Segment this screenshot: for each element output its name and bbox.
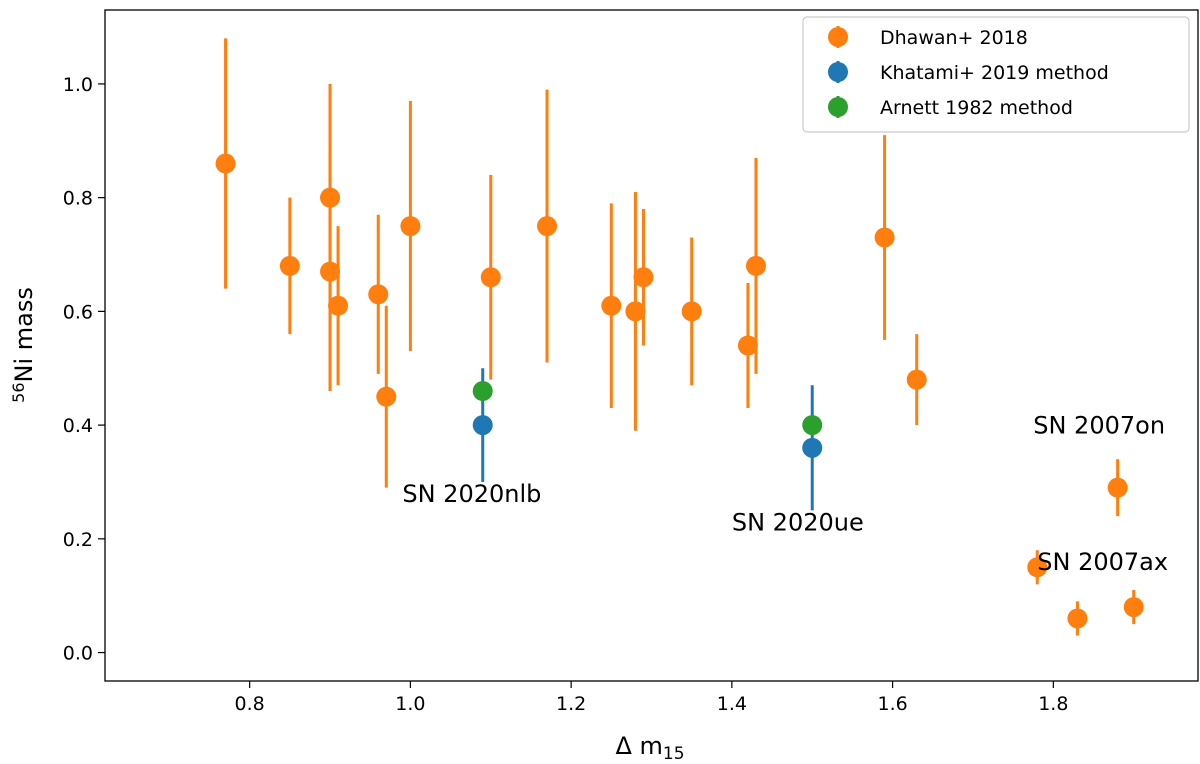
data-point — [537, 216, 558, 237]
data-point — [368, 284, 389, 305]
data-point — [376, 386, 397, 407]
data-point — [279, 255, 300, 276]
data-point — [802, 415, 823, 436]
annotation-label: SN 2020ue — [732, 508, 864, 536]
data-point — [681, 301, 702, 322]
x-tick-label: 1.0 — [395, 693, 425, 715]
data-point — [802, 437, 823, 458]
data-point — [874, 227, 895, 248]
x-tick-label: 1.2 — [556, 693, 586, 715]
data-point — [472, 415, 493, 436]
data-point — [745, 255, 766, 276]
data-point — [400, 216, 421, 237]
data-point — [320, 261, 341, 282]
data-point — [737, 335, 758, 356]
data-point — [215, 153, 236, 174]
legend-label: Khatami+ 2019 method — [880, 62, 1109, 84]
y-axis-ticks: 0.0 0.2 0.4 0.6 0.8 1.0 — [63, 74, 105, 665]
legend-frame — [802, 16, 1190, 133]
data-point — [320, 187, 341, 208]
data-point — [328, 295, 349, 316]
annotation-label: SN 2007ax — [1037, 548, 1168, 576]
annotations-layer: SN 2020nlb SN 2020ue SN 2007on SN 2007ax — [402, 412, 1168, 576]
data-point — [472, 380, 493, 401]
data-point — [1067, 608, 1088, 629]
points-layer — [215, 153, 1144, 629]
data-point — [1107, 477, 1128, 498]
y-tick-label: 1.0 — [63, 74, 93, 96]
data-point — [1027, 557, 1048, 578]
y-tick-label: 0.0 — [63, 643, 93, 665]
x-tick-label: 1.4 — [717, 693, 747, 715]
y-tick-label: 0.6 — [63, 301, 93, 323]
data-point — [906, 369, 927, 390]
data-point — [601, 295, 622, 316]
legend-label: Dhawan+ 2018 — [880, 27, 1028, 49]
x-axis-label: Δ m15 — [615, 732, 684, 764]
legend-marker — [828, 97, 848, 117]
y-axis-label: 56Ni mass — [9, 287, 38, 403]
legend-marker — [828, 27, 848, 47]
x-tick-label: 0.8 — [235, 693, 265, 715]
data-point — [480, 267, 501, 288]
y-tick-label: 0.4 — [63, 415, 93, 437]
annotation-label: SN 2020nlb — [402, 480, 541, 508]
x-tick-label: 1.6 — [877, 693, 907, 715]
legend-marker — [828, 62, 848, 82]
legend: Dhawan+ 2018 Khatami+ 2019 method Arnett 1… — [802, 16, 1190, 133]
legend-label: Arnett 1982 method — [880, 97, 1073, 119]
annotation-label: SN 2007on — [1033, 412, 1165, 440]
data-point — [625, 301, 646, 322]
y-tick-label: 0.2 — [63, 529, 93, 551]
x-tick-label: 1.8 — [1038, 693, 1068, 715]
data-point — [633, 267, 654, 288]
y-tick-label: 0.8 — [63, 188, 93, 210]
x-axis-ticks: 0.8 1.0 1.2 1.4 1.6 1.8 — [235, 681, 1068, 715]
data-point — [1123, 597, 1144, 618]
